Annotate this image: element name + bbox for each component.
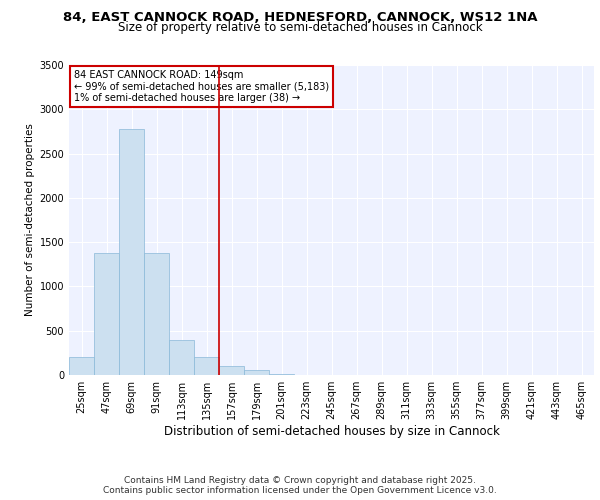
Y-axis label: Number of semi-detached properties: Number of semi-detached properties — [25, 124, 35, 316]
Bar — [269, 374, 294, 375]
Bar — [244, 370, 269, 375]
X-axis label: Distribution of semi-detached houses by size in Cannock: Distribution of semi-detached houses by … — [164, 425, 499, 438]
Text: 84 EAST CANNOCK ROAD: 149sqm
← 99% of semi-detached houses are smaller (5,183)
1: 84 EAST CANNOCK ROAD: 149sqm ← 99% of se… — [74, 70, 329, 103]
Bar — [169, 340, 194, 375]
Text: 84, EAST CANNOCK ROAD, HEDNESFORD, CANNOCK, WS12 1NA: 84, EAST CANNOCK ROAD, HEDNESFORD, CANNO… — [63, 11, 537, 24]
Bar — [144, 253, 169, 375]
Text: Size of property relative to semi-detached houses in Cannock: Size of property relative to semi-detach… — [118, 21, 482, 34]
Bar — [69, 358, 94, 375]
Bar — [94, 253, 119, 375]
Bar — [119, 129, 144, 375]
Bar — [219, 366, 244, 375]
Bar — [194, 358, 219, 375]
Text: Contains HM Land Registry data © Crown copyright and database right 2025.
Contai: Contains HM Land Registry data © Crown c… — [103, 476, 497, 495]
